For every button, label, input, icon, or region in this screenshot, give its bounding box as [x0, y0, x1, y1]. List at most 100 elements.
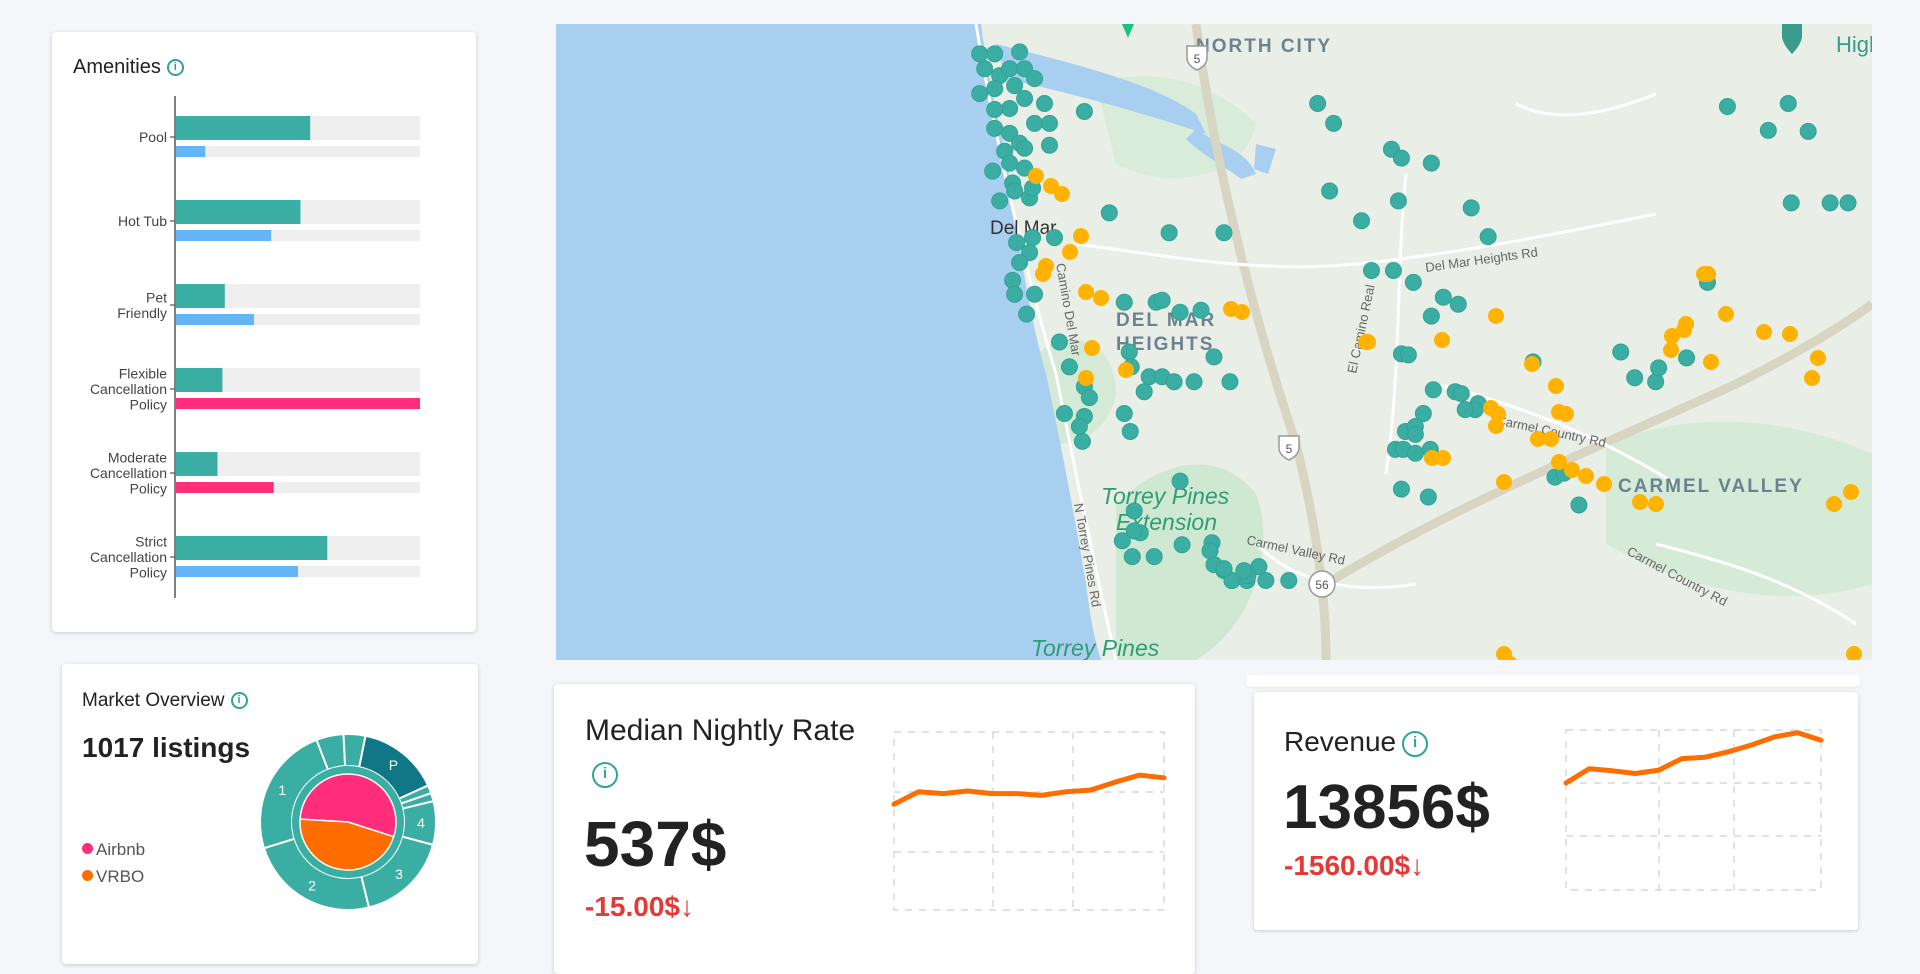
yellow-listing-marker[interactable] — [1078, 284, 1094, 300]
teal-listing-marker[interactable] — [1389, 192, 1407, 210]
teal-listing-marker[interactable] — [1235, 562, 1253, 580]
teal-listing-marker[interactable] — [1120, 343, 1138, 361]
yellow-listing-marker[interactable] — [1551, 404, 1567, 420]
teal-listing-marker[interactable] — [1165, 373, 1183, 391]
teal-listing-marker[interactable] — [1821, 194, 1839, 212]
teal-listing-marker[interactable] — [1115, 405, 1133, 423]
legend-vrbo[interactable]: VRBO — [82, 867, 144, 887]
teal-listing-marker[interactable] — [986, 80, 1004, 98]
teal-listing-marker[interactable] — [1462, 199, 1480, 217]
teal-listing-marker[interactable] — [1384, 261, 1402, 279]
yellow-listing-marker[interactable] — [1543, 431, 1559, 447]
yellow-listing-marker[interactable] — [1078, 370, 1094, 386]
teal-listing-marker[interactable] — [1449, 295, 1467, 313]
teal-listing-marker[interactable] — [1045, 229, 1063, 247]
teal-listing-marker[interactable] — [1205, 348, 1223, 366]
yellow-listing-marker[interactable] — [1663, 342, 1679, 358]
yellow-listing-marker[interactable] — [1632, 494, 1648, 510]
teal-listing-marker[interactable] — [1004, 271, 1022, 289]
yellow-listing-marker[interactable] — [1578, 468, 1594, 484]
teal-listing-marker[interactable] — [1392, 480, 1410, 498]
teal-listing-marker[interactable] — [1011, 254, 1029, 271]
teal-listing-marker[interactable] — [1839, 194, 1857, 212]
teal-listing-marker[interactable] — [1419, 488, 1437, 506]
teal-listing-marker[interactable] — [1404, 273, 1422, 291]
teal-listing-marker[interactable] — [1113, 532, 1131, 550]
yellow-listing-marker[interactable] — [1054, 186, 1070, 202]
teal-listing-marker[interactable] — [1215, 224, 1233, 242]
teal-listing-marker[interactable] — [1612, 343, 1630, 361]
teal-listing-marker[interactable] — [1456, 401, 1474, 419]
yellow-listing-marker[interactable] — [1062, 244, 1078, 260]
teal-listing-marker[interactable] — [1006, 182, 1024, 200]
teal-listing-marker[interactable] — [1406, 444, 1424, 462]
teal-listing-marker[interactable] — [1016, 90, 1034, 108]
teal-listing-marker[interactable] — [1452, 385, 1470, 403]
teal-listing-marker[interactable] — [1075, 102, 1093, 120]
teal-listing-marker[interactable] — [1779, 95, 1797, 112]
teal-listing-marker[interactable] — [1073, 432, 1091, 450]
teal-listing-marker[interactable] — [1325, 114, 1343, 132]
teal-listing-marker[interactable] — [1125, 522, 1143, 540]
teal-listing-marker[interactable] — [1718, 97, 1736, 115]
yellow-listing-marker[interactable] — [1073, 228, 1089, 244]
yellow-listing-marker[interactable] — [1664, 328, 1680, 344]
teal-listing-marker[interactable] — [1121, 422, 1139, 440]
yellow-listing-marker[interactable] — [1084, 340, 1100, 356]
yellow-listing-marker[interactable] — [1551, 454, 1567, 470]
teal-listing-marker[interactable] — [1001, 99, 1019, 117]
teal-listing-marker[interactable] — [1173, 536, 1191, 554]
teal-listing-marker[interactable] — [1026, 70, 1044, 88]
yellow-listing-marker[interactable] — [1648, 496, 1664, 512]
teal-listing-marker[interactable] — [1321, 182, 1339, 200]
yellow-listing-marker[interactable] — [1043, 178, 1059, 194]
teal-listing-marker[interactable] — [976, 60, 994, 78]
teal-listing-marker[interactable] — [1006, 285, 1024, 303]
teal-listing-marker[interactable] — [1006, 77, 1024, 95]
yellow-listing-marker[interactable] — [1826, 496, 1842, 512]
teal-listing-marker[interactable] — [1201, 542, 1219, 560]
teal-listing-marker[interactable] — [1353, 212, 1371, 230]
teal-listing-marker[interactable] — [1016, 139, 1034, 157]
teal-listing-marker[interactable] — [1424, 381, 1442, 399]
teal-listing-marker[interactable] — [986, 119, 1004, 137]
yellow-listing-marker[interactable] — [1028, 168, 1044, 184]
teal-listing-marker[interactable] — [1257, 572, 1275, 589]
yellow-listing-marker[interactable] — [1360, 334, 1376, 350]
teal-listing-marker[interactable] — [1392, 149, 1410, 167]
yellow-listing-marker[interactable] — [1234, 304, 1250, 320]
teal-listing-marker[interactable] — [1060, 358, 1078, 376]
teal-listing-marker[interactable] — [1024, 229, 1042, 247]
yellow-listing-marker[interactable] — [1756, 324, 1772, 340]
teal-listing-marker[interactable] — [1171, 472, 1189, 490]
yellow-listing-marker[interactable] — [1483, 400, 1499, 416]
yellow-listing-marker[interactable] — [1502, 656, 1518, 660]
teal-listing-marker[interactable] — [991, 192, 1009, 210]
info-icon[interactable]: i — [166, 59, 184, 77]
teal-listing-marker[interactable] — [1650, 359, 1668, 377]
teal-listing-marker[interactable] — [1026, 285, 1044, 303]
teal-listing-marker[interactable] — [1171, 303, 1189, 321]
teal-listing-marker[interactable] — [1001, 154, 1019, 172]
teal-listing-marker[interactable] — [1406, 425, 1424, 443]
teal-listing-marker[interactable] — [1223, 572, 1241, 589]
teal-listing-marker[interactable] — [1647, 373, 1665, 391]
teal-listing-marker[interactable] — [986, 45, 1004, 63]
yellow-listing-marker[interactable] — [1424, 450, 1440, 466]
yellow-listing-marker[interactable] — [1488, 308, 1504, 324]
teal-listing-marker[interactable] — [986, 100, 1004, 118]
teal-listing-marker[interactable] — [984, 162, 1002, 180]
teal-listing-marker[interactable] — [1115, 293, 1133, 311]
yellow-listing-marker[interactable] — [1782, 326, 1798, 342]
teal-listing-marker[interactable] — [1363, 261, 1381, 279]
teal-listing-marker[interactable] — [1001, 60, 1019, 78]
teal-listing-marker[interactable] — [1100, 204, 1118, 222]
teal-listing-marker[interactable] — [1153, 291, 1171, 309]
amenity-row[interactable]: Hot Tub — [118, 200, 420, 241]
teal-listing-marker[interactable] — [1055, 405, 1073, 423]
yellow-listing-marker[interactable] — [1035, 266, 1051, 282]
teal-listing-marker[interactable] — [1135, 383, 1153, 401]
yellow-listing-marker[interactable] — [1696, 266, 1712, 282]
